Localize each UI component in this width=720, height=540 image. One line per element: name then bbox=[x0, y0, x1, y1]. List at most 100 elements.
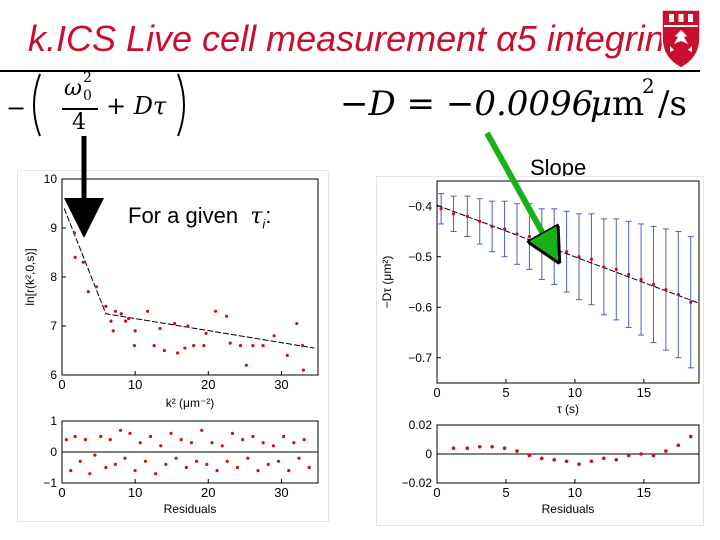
y-tick-label: 0.02 bbox=[409, 418, 433, 432]
data-point bbox=[148, 434, 153, 439]
formula-right-unit-m: m bbox=[612, 84, 645, 124]
data-point bbox=[651, 453, 656, 458]
data-point bbox=[230, 431, 235, 435]
y-tick-label: 0 bbox=[50, 445, 57, 459]
data-point bbox=[238, 344, 243, 348]
data-point bbox=[224, 314, 229, 318]
formula-omega: ω bbox=[64, 76, 82, 101]
data-point bbox=[200, 428, 204, 432]
data-point bbox=[124, 319, 128, 323]
data-point bbox=[439, 207, 443, 211]
formula-right-mu: μ bbox=[590, 84, 613, 124]
data-point bbox=[256, 469, 260, 473]
data-point bbox=[490, 444, 494, 449]
y-tick-label: 1 bbox=[50, 414, 57, 428]
data-point bbox=[244, 363, 248, 367]
data-point bbox=[602, 456, 606, 461]
data-point bbox=[194, 459, 199, 463]
data-point bbox=[540, 242, 544, 246]
data-point bbox=[202, 344, 206, 348]
data-point bbox=[154, 472, 158, 476]
data-point bbox=[477, 444, 482, 449]
data-point bbox=[540, 456, 544, 461]
data-point bbox=[99, 434, 103, 439]
data-point bbox=[651, 282, 656, 287]
y-axis-label: ln[r(k²,0,s)] bbox=[23, 248, 37, 305]
formula-right-unit-tail: /s bbox=[658, 84, 687, 124]
x-tick-label: 0 bbox=[58, 485, 65, 500]
x-tick-label: 15 bbox=[637, 485, 651, 500]
data-point bbox=[614, 458, 619, 462]
data-point bbox=[282, 434, 286, 439]
data-point bbox=[119, 312, 123, 316]
data-point bbox=[215, 469, 219, 473]
data-point bbox=[301, 344, 305, 348]
data-point bbox=[78, 459, 82, 463]
data-point bbox=[614, 267, 618, 271]
data-point bbox=[113, 309, 117, 313]
data-point bbox=[251, 344, 255, 348]
data-point bbox=[272, 334, 276, 338]
data-point bbox=[639, 277, 643, 282]
x-tick-label: 30 bbox=[274, 377, 288, 392]
y-tick-label: 7 bbox=[50, 319, 57, 333]
data-point bbox=[88, 472, 92, 476]
data-point bbox=[94, 285, 98, 289]
data-point bbox=[276, 459, 281, 463]
data-point bbox=[307, 465, 311, 470]
x-tick-label: 30 bbox=[274, 485, 288, 500]
data-point bbox=[261, 344, 265, 348]
data-point bbox=[235, 465, 240, 470]
data-point bbox=[93, 453, 97, 457]
y-tick-label: −0.6 bbox=[408, 300, 432, 314]
data-point bbox=[204, 331, 208, 335]
y-tick-label: 6 bbox=[50, 368, 57, 382]
x-axis-label: Residuals bbox=[164, 502, 217, 516]
right-plot-panel: 0 5 10 15 −0.4 −0.5 −0.6 −0.7 τ (s) −Dτ (μm²) 0 5 10… bbox=[376, 176, 704, 526]
data-point bbox=[189, 441, 194, 445]
data-point bbox=[490, 224, 494, 229]
formula-omega-sub: 0 bbox=[83, 88, 92, 104]
data-point bbox=[73, 434, 77, 439]
data-point bbox=[602, 265, 606, 269]
for-given-text: For a given bbox=[128, 203, 239, 228]
title-underline bbox=[0, 70, 700, 72]
x-tick-label: 10 bbox=[128, 485, 142, 500]
data-point bbox=[162, 348, 166, 353]
formula-right-unit-sup: 2 bbox=[642, 74, 655, 98]
y-tick-label: 8 bbox=[50, 270, 57, 284]
x-axis-label: Residuals bbox=[542, 502, 595, 516]
data-point bbox=[109, 319, 113, 323]
y-tick-label: −0.4 bbox=[408, 199, 432, 213]
data-point bbox=[152, 344, 156, 348]
data-point bbox=[664, 287, 668, 292]
data-point bbox=[183, 346, 187, 350]
data-point bbox=[246, 456, 250, 460]
data-point bbox=[639, 452, 643, 456]
data-point bbox=[527, 234, 531, 239]
y-axis-label: −Dτ (μm²) bbox=[380, 256, 394, 309]
formula-plus-term: + Dτ bbox=[106, 92, 167, 120]
data-point bbox=[159, 444, 163, 448]
x-tick-label: 0 bbox=[433, 485, 440, 500]
data-point bbox=[169, 431, 173, 435]
data-point bbox=[228, 341, 232, 345]
data-point bbox=[577, 255, 581, 259]
data-point bbox=[564, 459, 569, 464]
data-point bbox=[205, 462, 209, 466]
data-point bbox=[676, 293, 680, 297]
x-tick-label: 5 bbox=[502, 385, 509, 400]
x-tick-label: 0 bbox=[433, 385, 440, 400]
data-point bbox=[302, 438, 306, 442]
data-point bbox=[126, 317, 131, 321]
y-tick-label: 0 bbox=[425, 447, 432, 461]
data-point bbox=[138, 441, 142, 445]
data-point bbox=[173, 321, 177, 326]
data-point bbox=[158, 326, 162, 331]
data-point bbox=[287, 469, 291, 473]
data-point bbox=[251, 434, 255, 439]
data-point bbox=[123, 456, 127, 460]
formula-left: − ω 2 0 4 + Dτ bbox=[0, 70, 200, 142]
data-point bbox=[214, 309, 218, 313]
